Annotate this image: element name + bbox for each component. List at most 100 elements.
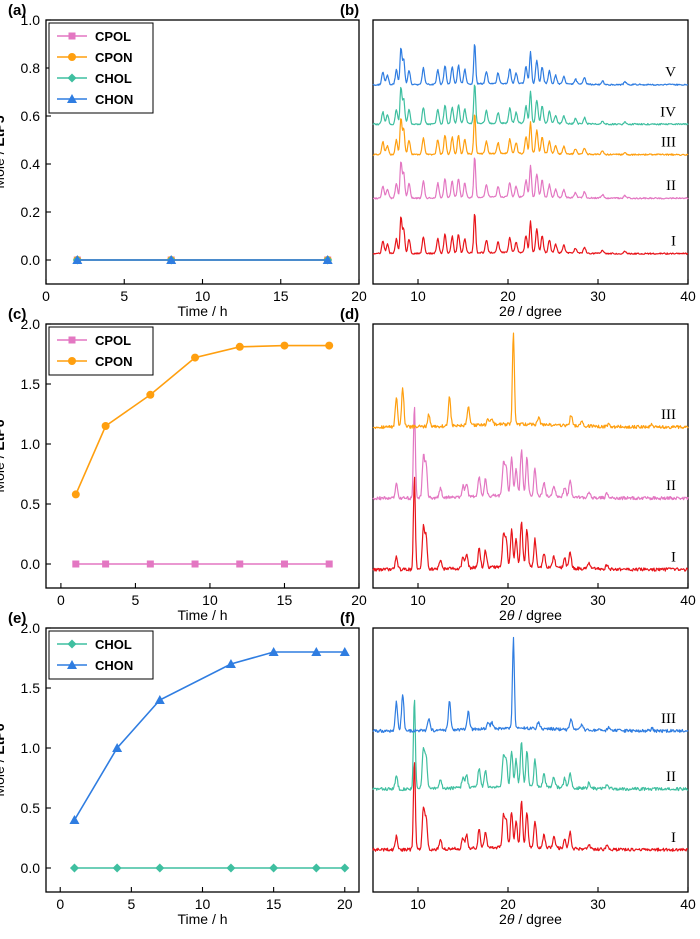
x-axis-label: 2θ / dgree [499,303,562,319]
x-tick-label: 30 [590,288,606,304]
x-tick-label: 0 [56,896,64,912]
trace-label: II [666,769,676,785]
data-point-cpol [102,560,110,568]
trace-label: IV [660,104,676,120]
data-point-cpol [280,560,288,568]
trace-label: III [661,135,676,151]
x-axis-label-2: 2 [499,607,507,623]
x-tick-label: 15 [266,896,282,912]
trace-label: I [671,234,676,250]
legend-swatch-marker [67,660,77,669]
x-tick-label: 20 [351,592,367,608]
plot-frame [372,627,689,893]
x-tick-label: 10 [410,288,426,304]
x-tick-label: 10 [195,288,211,304]
legend-label: CPON [95,354,133,369]
legend-swatch-marker [68,32,76,40]
panel-label: (c) [8,306,26,323]
x-tick-label: 0 [42,288,50,304]
data-point-chon [225,659,236,668]
panel-label: (a) [8,2,26,19]
panel-1 [372,19,689,285]
data-point-cpon [235,342,244,351]
panel-label: (f) [340,610,355,627]
xrd-trace-3 [372,114,689,156]
y-axis-label-compound: EtP6 [0,419,7,450]
data-point-chon [72,255,83,264]
y-tick-label: 0.0 [21,252,41,268]
legend-swatch-marker [68,53,76,61]
legend-swatch-marker [68,336,76,344]
data-point-cpon [146,390,155,399]
x-tick-label: 10 [202,592,218,608]
data-point-chon [268,647,279,656]
y-axis-label-prefix: Mole / [0,147,7,189]
xrd-trace-1 [372,213,689,255]
xrd-trace-2 [372,699,689,792]
legend-swatch-marker [68,357,76,365]
x-tick-label: 10 [410,896,426,912]
x-axis-label-2: 2 [499,911,507,927]
x-axis-label: Time / h [177,607,227,623]
trace-label: I [671,830,676,846]
x-tick-label: 30 [590,592,606,608]
plot-frame [372,323,689,589]
x-axis-label: Time / h [177,911,227,927]
y-axis-label-compound: EtP5 [0,115,7,146]
xrd-trace-3 [372,332,689,430]
data-point-chon [69,815,80,824]
y-tick-label: 1.5 [21,376,41,392]
legend-swatch-marker [67,639,77,649]
x-axis-label-theta: θ [507,911,515,927]
x-tick-label: 40 [680,592,696,608]
x-tick-label: 5 [132,592,140,608]
y-tick-label: 2.0 [21,316,41,332]
y-tick-label: 1.0 [21,12,41,28]
legend-box [48,326,154,376]
y-tick-label: 0.4 [21,156,41,172]
y-axis-label: Mole / EtP6 [0,723,7,796]
panel-0 [45,19,360,285]
y-tick-label: 0.0 [21,556,41,572]
xrd-trace-3 [372,636,689,734]
x-axis-label-unit: / dgree [514,303,562,319]
x-axis-label-theta: θ [507,607,515,623]
data-point-cpon [191,353,200,362]
legend-swatch-marker [67,94,77,103]
y-tick-label: 1.5 [21,680,41,696]
x-tick-label: 20 [500,592,516,608]
data-point-chol [69,863,79,873]
y-tick-label: 1.0 [21,436,41,452]
x-tick-label: 20 [351,288,367,304]
x-tick-label: 10 [195,896,211,912]
legend-label: CPOL [95,333,131,348]
x-tick-label: 20 [337,896,353,912]
xrd-trace-5 [372,44,689,87]
data-point-chol [226,863,236,873]
x-tick-label: 5 [127,896,135,912]
trace-label: III [661,407,676,423]
x-axis-label: 2θ / dgree [499,607,562,623]
y-axis-label-prefix: Mole / [0,451,7,493]
y-tick-label: 0.0 [21,860,41,876]
panel-5 [372,627,689,893]
x-tick-label: 20 [500,288,516,304]
data-point-cpon [101,422,110,430]
legend-label: CHOL [95,637,132,652]
x-tick-label: 15 [273,288,289,304]
data-point-chon [311,647,322,656]
trace-label: V [665,65,676,81]
x-tick-label: 20 [500,896,516,912]
x-axis-label-unit: / dgree [514,911,562,927]
data-point-cpol [236,560,244,568]
plot-frame [45,323,360,589]
data-point-cpol [72,560,80,568]
x-tick-label: 40 [680,288,696,304]
data-point-cpol [146,560,154,568]
legend-label: CHOL [95,71,132,86]
trace-label: I [671,550,676,566]
x-tick-label: 5 [120,288,128,304]
panel-4 [45,627,360,893]
panel-label: (d) [340,306,359,323]
data-point-chon [166,255,177,264]
